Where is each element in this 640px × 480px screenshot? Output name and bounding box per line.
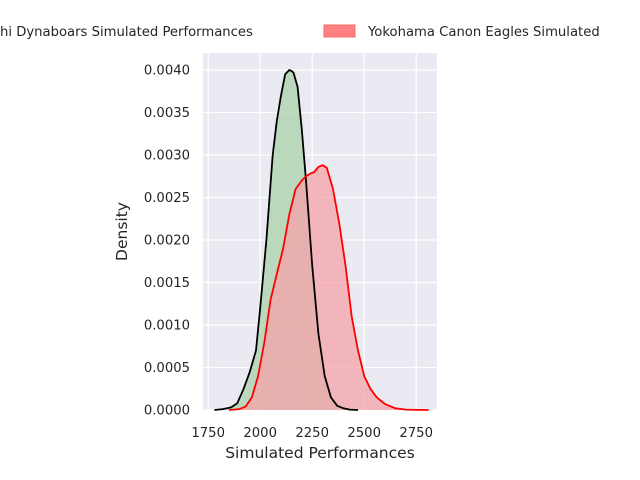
density-line-series-2	[228, 164, 429, 411]
y-tick-labels: 0.0000 0.0005 0.0010 0.0015 0.0020 0.0025 0.00…	[144, 64, 190, 419]
y-tick-label: 0.0015	[144, 276, 190, 291]
y-tick-label: 0.0000	[144, 404, 190, 419]
legend-label-series-2: Yokohama Canon Eagles Simulated	[367, 25, 600, 40]
x-tick-label: 1750	[191, 426, 225, 441]
x-tick-label: 2250	[295, 426, 329, 441]
x-tick-label: 2750	[399, 426, 433, 441]
y-tick-label: 0.0040	[144, 64, 190, 79]
x-tick-label: 2500	[347, 426, 381, 441]
y-tick-label: 0.0025	[144, 191, 190, 206]
x-tick-label: 2000	[243, 426, 277, 441]
series-layer	[214, 69, 429, 411]
density-area-series-2	[229, 165, 429, 410]
y-tick-label: 0.0030	[144, 149, 190, 164]
x-tick-labels: 1750 2000 2250 2500 2750	[191, 426, 433, 441]
x-axis-label: Simulated Performances	[225, 444, 415, 462]
legend: hi Dynaboars Simulated Performances Yoko…	[0, 24, 600, 40]
y-axis-label: Density	[113, 202, 131, 261]
density-line-series-1	[214, 69, 359, 411]
legend-swatch-series-2	[323, 24, 356, 38]
y-tick-label: 0.0005	[144, 361, 190, 376]
y-tick-label: 0.0035	[144, 106, 190, 121]
legend-label-series-1: hi Dynaboars Simulated Performances	[0, 25, 253, 40]
y-tick-label: 0.0010	[144, 319, 190, 334]
y-tick-label: 0.0020	[144, 234, 190, 249]
